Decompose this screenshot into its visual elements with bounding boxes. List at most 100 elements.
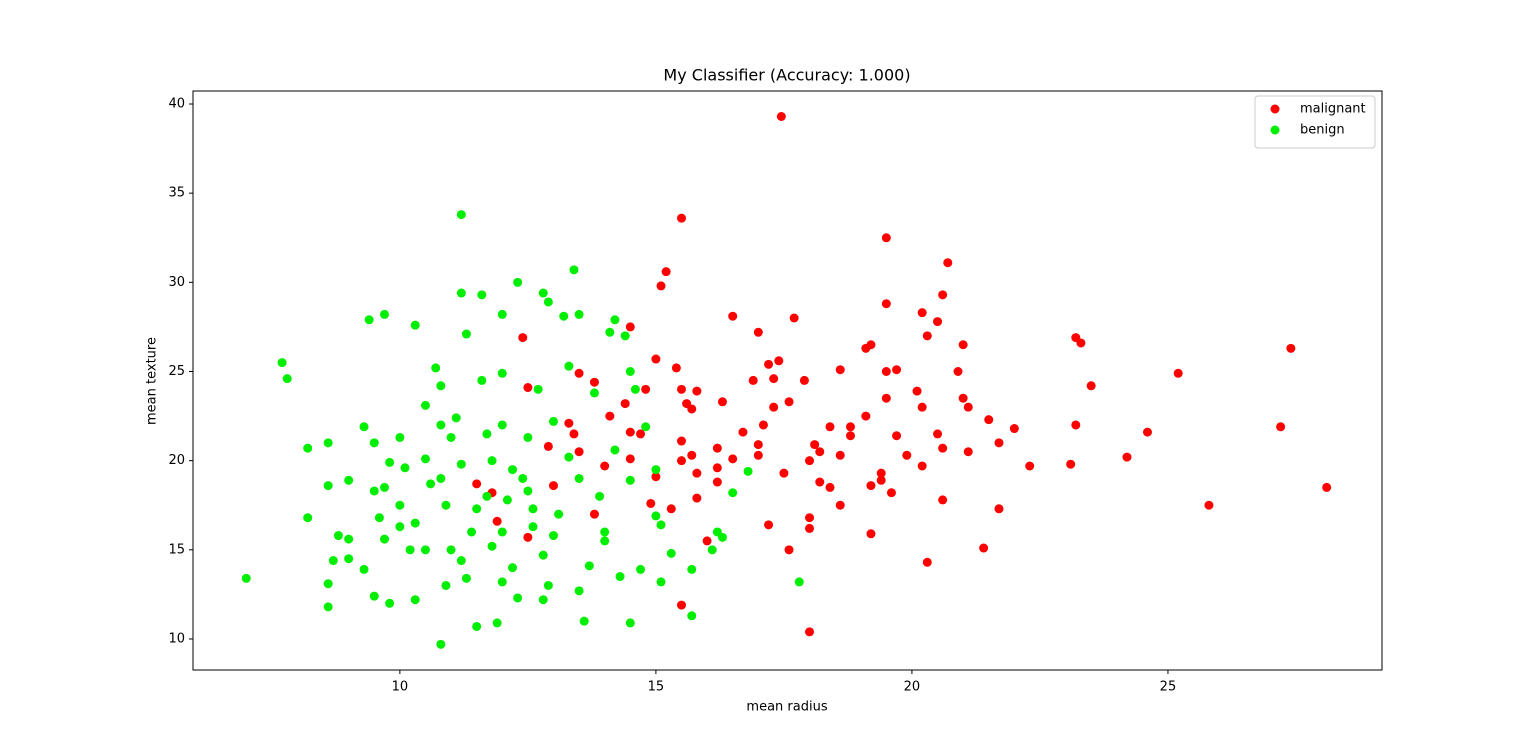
scatter-point [344,534,354,544]
scatter-point [984,415,994,425]
scatter-point [861,411,871,421]
scatter-point [994,438,1004,448]
scatter-point [728,454,738,464]
scatter-point [523,383,533,393]
scatter-point [380,534,390,544]
scatter-point [400,463,410,473]
scatter-point [692,493,702,503]
scatter-point [620,331,630,341]
scatter-point [477,375,487,385]
x-axis-label: mean radius [746,700,827,715]
scatter-point [666,548,676,558]
scatter-point [764,520,774,530]
scatter-point [436,381,446,391]
scatter-point [738,427,748,437]
scatter-point [687,564,697,574]
scatter-point [776,111,786,121]
scatter-point [569,265,579,275]
scatter-point [610,445,620,455]
scatter-point [385,457,395,467]
scatter-point [1142,427,1152,437]
legend-label: benign [1300,123,1345,138]
scatter-point [943,258,953,268]
scatter-point [707,545,717,555]
scatter-point [456,210,466,220]
scatter-point [513,593,523,603]
scatter-point [677,213,687,223]
scatter-point [436,639,446,649]
scatter-point [584,561,594,571]
scatter-point [605,411,615,421]
scatter-point [369,438,379,448]
scatter-point [677,600,687,610]
scatter-point [748,375,758,385]
scatter-point [651,465,661,475]
scatter-point [625,366,635,376]
scatter-point [369,486,379,496]
y-tick-label: 10 [168,631,185,646]
scatter-point [518,333,528,343]
scatter-point [1122,452,1132,462]
scatter-point [625,454,635,464]
scatter-point [753,327,763,337]
scatter-point [784,545,794,555]
scatter-point [677,384,687,394]
scatter-point [548,481,558,491]
scatter-point [395,432,405,442]
scatter-point [446,545,456,555]
scatter-point [835,365,845,375]
scatter-point [717,532,727,542]
y-tick-label: 15 [168,542,185,557]
scatter-point [938,290,948,300]
legend-label: malignant [1300,102,1366,117]
scatter-point [492,618,502,628]
scatter-point [656,281,666,291]
scatter-point [543,441,553,451]
scatter-point [625,322,635,332]
scatter-point [753,450,763,460]
scatter-point [395,522,405,532]
scatter-point [886,488,896,498]
scatter-point [625,475,635,485]
scatter-point [589,377,599,387]
scatter-point [805,523,815,533]
scatter-point [477,290,487,300]
scatter-point [625,618,635,628]
scatter-point [441,580,451,590]
scatter-point [364,315,374,325]
scatter-point [482,491,492,501]
scatter-point [497,368,507,378]
scatter-point [677,456,687,466]
scatter-point [589,388,599,398]
scatter-point [323,481,333,491]
scatter-point [282,374,292,384]
scatter-point [1276,422,1286,432]
scatter-point [605,327,615,337]
scatter-point [677,436,687,446]
scatter-point [441,500,451,510]
scatter-point [410,518,420,528]
scatter-point [405,545,415,555]
scatter-point [917,402,927,412]
scatter-point [543,297,553,307]
scatter-point [902,450,912,460]
scatter-point [420,545,430,555]
scatter-point [574,309,584,319]
scatter-point [774,356,784,366]
scatter-point [564,361,574,371]
scatter-point [615,572,625,582]
scatter-point [810,440,820,450]
scatter-point [564,418,574,428]
scatter-point [1025,461,1035,471]
scatter-point [328,556,338,566]
scatter-point [651,511,661,521]
scatter-point [528,504,538,514]
scatter-point [533,384,543,394]
scatter-point [779,468,789,478]
scatter-point [1322,482,1332,492]
scatter-point [712,443,722,453]
scatter-point [835,450,845,460]
scatter-point [559,311,569,321]
scatter-point [1086,381,1096,391]
